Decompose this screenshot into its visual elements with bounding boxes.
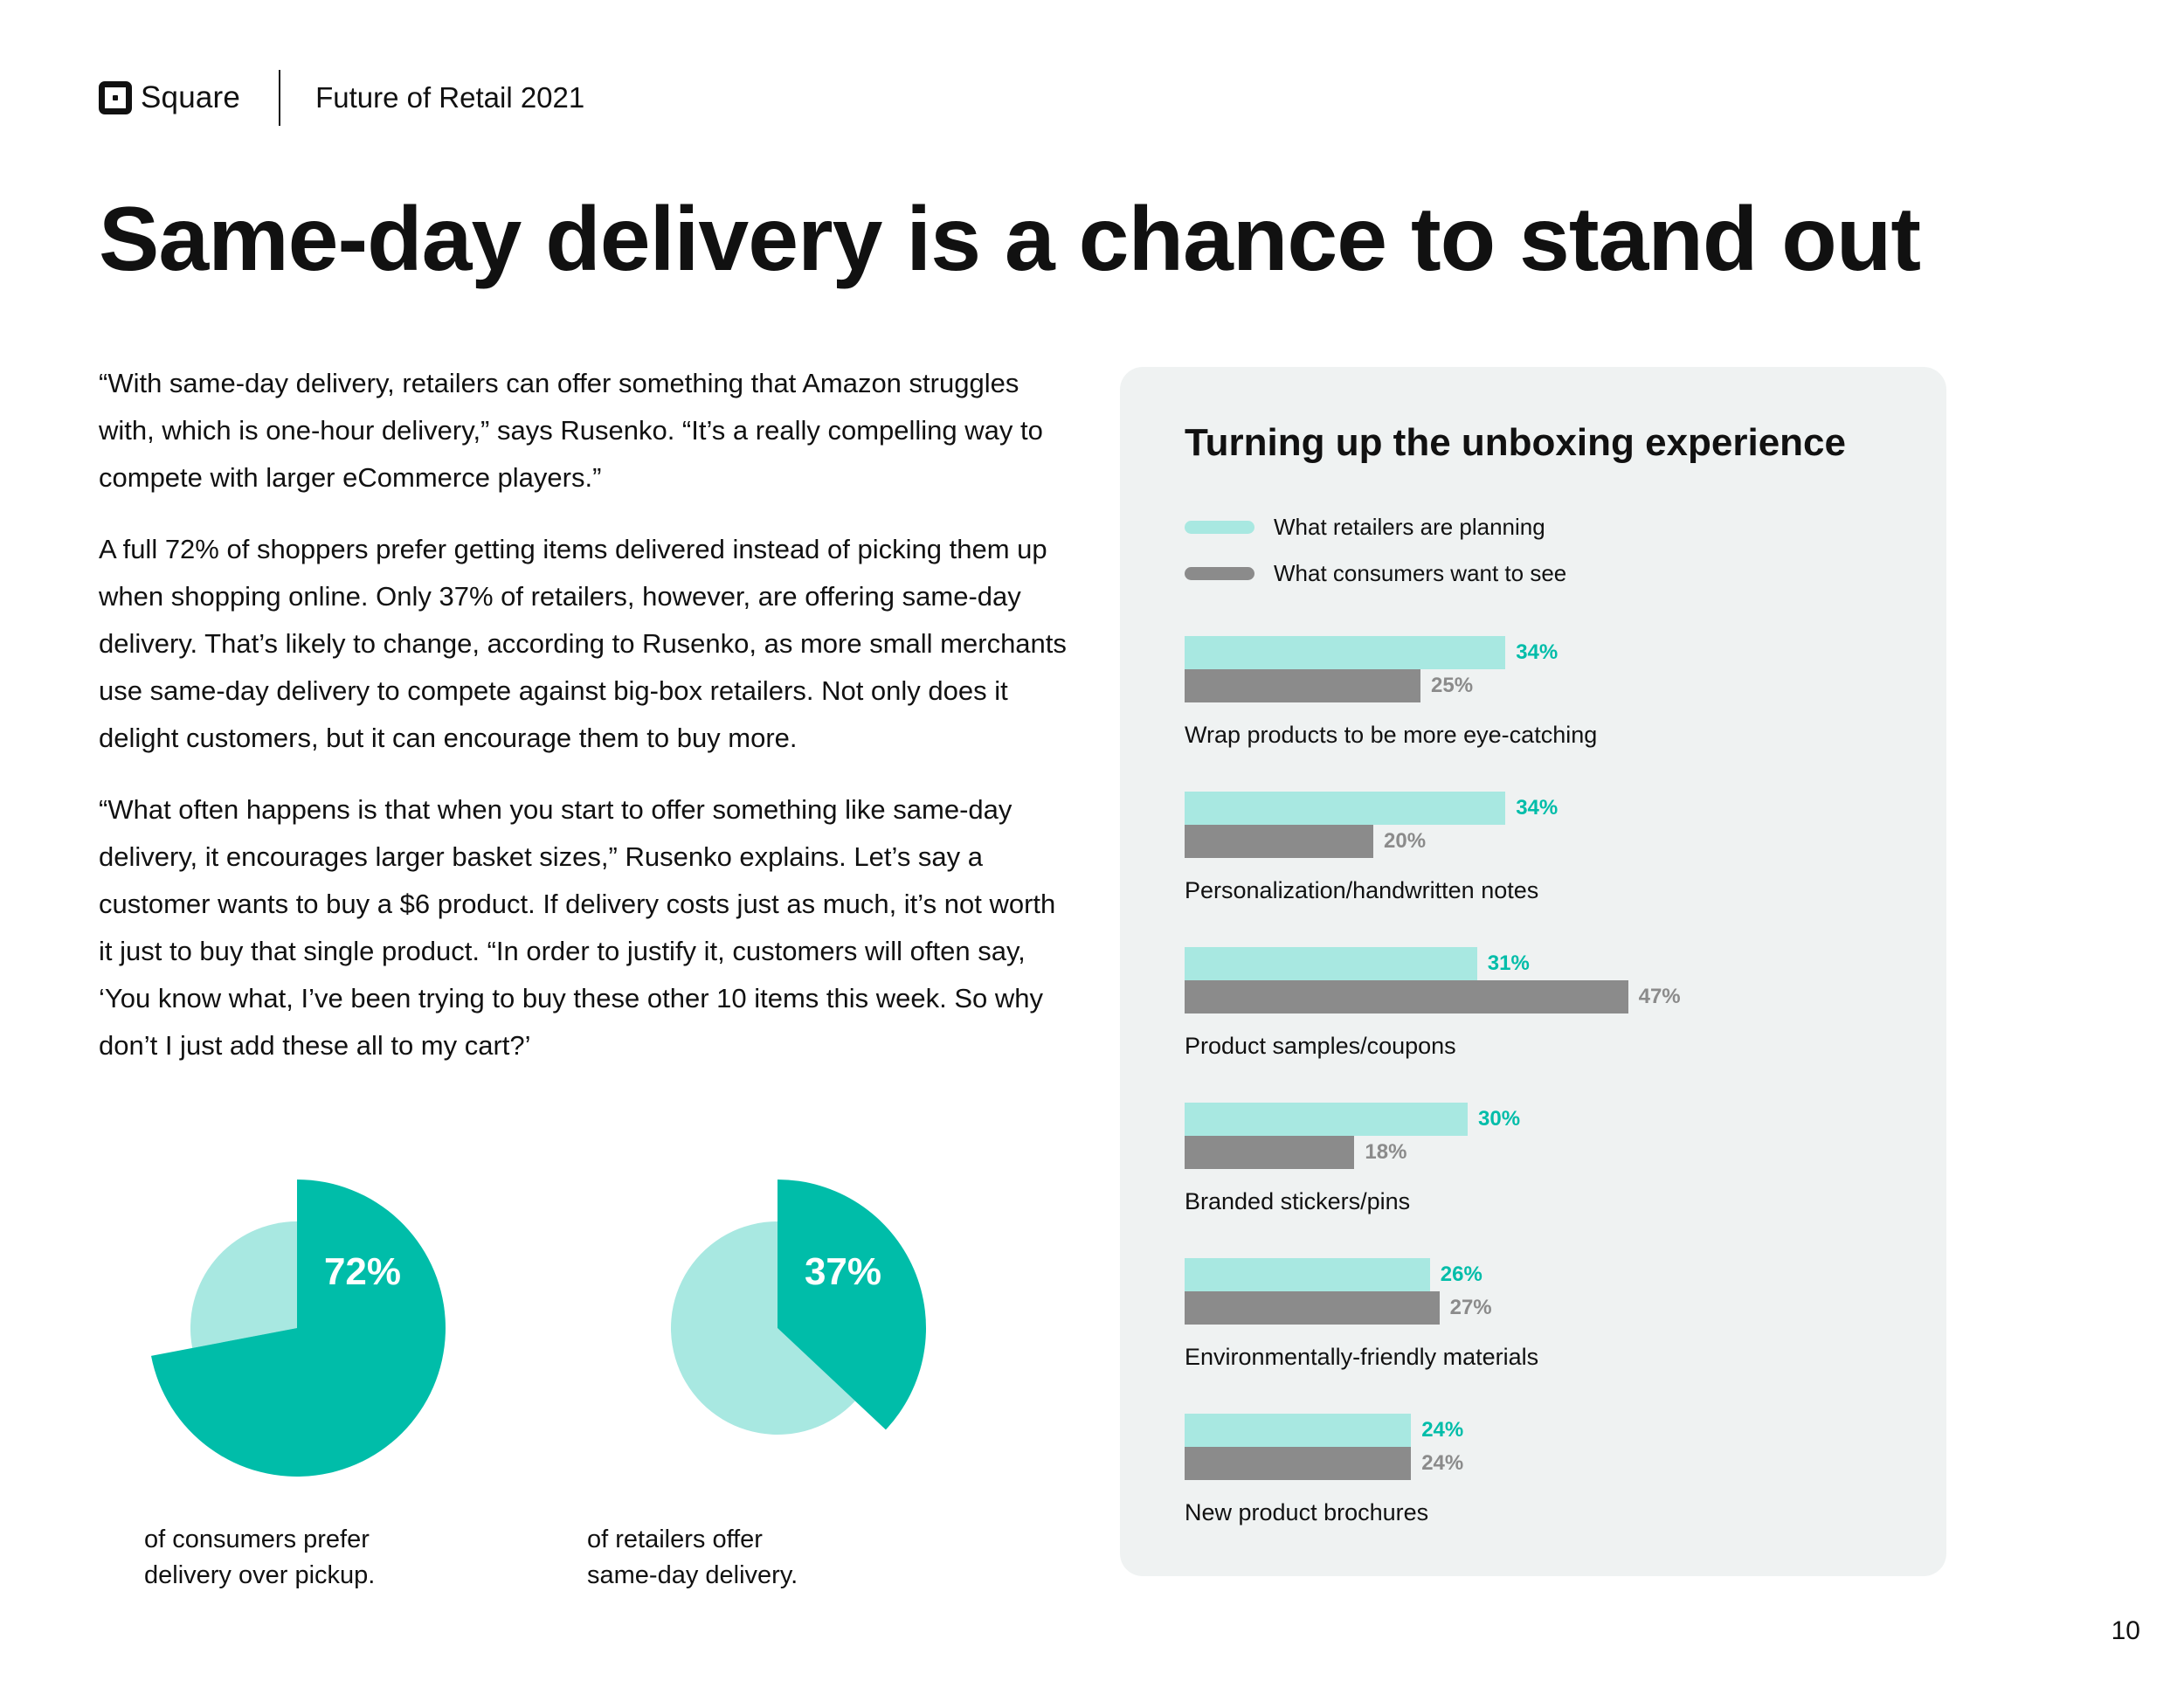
bar-retailers	[1185, 1258, 1430, 1291]
consumers-pie-value-label: 72%	[324, 1250, 401, 1293]
pie-caption-line: delivery over pickup.	[144, 1561, 376, 1589]
bar-value-label-retailers: 30%	[1478, 1107, 1521, 1131]
bar-value-label-retailers: 34%	[1516, 640, 1559, 664]
header-divider	[279, 70, 281, 126]
bar-value-label-consumers: 24%	[1421, 1451, 1464, 1475]
consumers-pie-slice-main	[151, 1180, 446, 1477]
bar-consumers	[1185, 1291, 1440, 1325]
bar-retailers	[1185, 947, 1477, 980]
page-number: 10	[2111, 1616, 2140, 1645]
bar-value-label-consumers: 27%	[1449, 1296, 1492, 1319]
consumers-pie-caption: of consumers prefer delivery over pickup…	[144, 1522, 375, 1594]
bar-consumers	[1185, 825, 1373, 858]
legend-swatch-retailers	[1185, 521, 1254, 534]
category-label: Wrap products to be more eye-catching	[1185, 722, 1598, 748]
bar-consumers	[1185, 1447, 1412, 1480]
legend-item-consumers: What consumers want to see	[1185, 560, 1566, 587]
bar-value-label-consumers: 18%	[1365, 1140, 1407, 1164]
bar-value-label-retailers: 26%	[1440, 1263, 1482, 1286]
brand-name: Square	[141, 80, 241, 114]
pie-caption-line: of consumers prefer	[144, 1525, 370, 1553]
bar-retailers	[1185, 636, 1506, 669]
bar-consumers	[1185, 669, 1420, 702]
bar-value-label-consumers: 25%	[1431, 674, 1474, 697]
category-label: Product samples/coupons	[1185, 1033, 1456, 1059]
legend-label-retailers: What retailers are planning	[1274, 514, 1545, 540]
legend-label-consumers: What consumers want to see	[1274, 560, 1567, 586]
retailers-pie-slice-remainder	[671, 1221, 855, 1435]
consumers-pie-slice-remainder	[190, 1221, 297, 1348]
page-title: Same-day delivery is a chance to stand o…	[99, 189, 1921, 290]
consumers-pie-chart: 72%	[151, 1180, 446, 1477]
bar-consumers	[1185, 980, 1628, 1013]
bar-consumers	[1185, 1136, 1355, 1169]
page-header: Square Future of Retail 2021	[99, 70, 585, 126]
retailers-pie-slice-main	[778, 1180, 926, 1430]
category-label: Environmentally-friendly materials	[1185, 1344, 1539, 1370]
category-label: Branded stickers/pins	[1185, 1188, 1411, 1214]
bar-retailers	[1185, 792, 1506, 825]
document-title: Future of Retail 2021	[315, 81, 585, 114]
category-label: New product brochures	[1185, 1499, 1429, 1525]
bar-value-label-retailers: 24%	[1421, 1418, 1464, 1442]
bar-retailers	[1185, 1103, 1468, 1136]
retailers-pie-caption: of retailers offer same-day delivery.	[587, 1522, 798, 1594]
bar-value-label-consumers: 20%	[1384, 829, 1427, 853]
bar-retailers	[1185, 1414, 1412, 1447]
bar-value-label-retailers: 34%	[1516, 796, 1559, 820]
square-logo-icon	[99, 81, 132, 114]
body-paragraph-2: A full 72% of shoppers prefer getting it…	[99, 534, 1067, 753]
retailers-pie-chart: 37%	[671, 1180, 926, 1435]
body-paragraph-1: “With same-day delivery, retailers can o…	[99, 368, 1043, 493]
legend-swatch-consumers	[1185, 567, 1254, 580]
legend-item-retailers: What retailers are planning	[1185, 514, 1545, 541]
bar-value-label-retailers: 31%	[1487, 951, 1530, 975]
retailers-pie-value-label: 37%	[805, 1250, 881, 1293]
bar-value-label-consumers: 47%	[1638, 985, 1681, 1008]
body-paragraph-3: “What often happens is that when you sta…	[99, 794, 1056, 1061]
chart-title: Turning up the unboxing experience	[1185, 421, 1847, 464]
pie-caption-line: of retailers offer	[587, 1525, 763, 1553]
category-label: Personalization/handwritten notes	[1185, 877, 1539, 903]
body-copy: “With same-day delivery, retailers can o…	[99, 360, 1068, 1094]
pie-caption-line: same-day delivery.	[587, 1561, 798, 1589]
